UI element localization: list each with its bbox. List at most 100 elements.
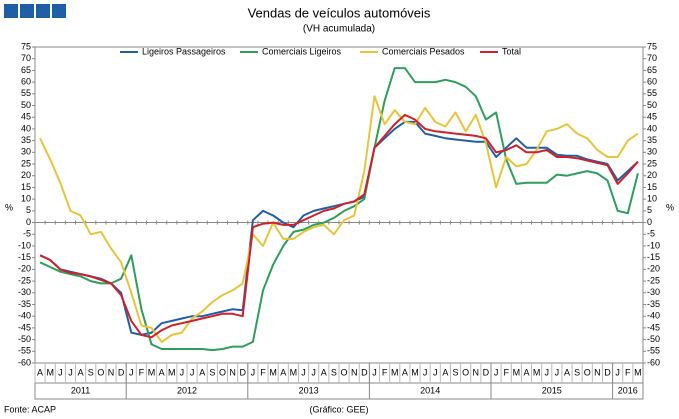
- y-axis-label: %: [5, 202, 13, 212]
- logo-square: [36, 4, 50, 18]
- y-tick-label: -15: [18, 252, 31, 262]
- y-tick-label: -50: [18, 334, 31, 344]
- y2-tick-label: -25: [647, 275, 660, 285]
- x-tick-label: M: [391, 367, 399, 377]
- x-tick-label: J: [544, 367, 549, 377]
- y2-tick-label: -50: [647, 334, 660, 344]
- y-tick-label: 30: [21, 147, 31, 157]
- y-tick-label: -25: [18, 275, 31, 285]
- y-tick-label: -10: [18, 240, 31, 250]
- legend-label: Ligeiros Passageiros: [142, 46, 226, 56]
- y-tick-label: 25: [21, 158, 31, 168]
- y-tick-label: 60: [21, 76, 31, 86]
- x-tick-label: N: [473, 367, 480, 377]
- x-tick-label: F: [625, 367, 631, 377]
- x-tick-label: J: [372, 367, 377, 377]
- x-tick-label: J: [180, 367, 185, 377]
- x-tick-label: D: [604, 367, 611, 377]
- x-tick-label: J: [555, 367, 560, 377]
- y2-tick-label: -20: [647, 264, 660, 274]
- x-tick-label: A: [280, 367, 286, 377]
- logo-square: [20, 4, 34, 18]
- x-tick-label: O: [97, 367, 104, 377]
- y2-tick-label: -30: [647, 287, 660, 297]
- y2-tick-label: 30: [647, 147, 657, 157]
- y2-tick-label: -10: [647, 240, 660, 250]
- x-tick-label: M: [513, 367, 521, 377]
- x-tick-label: A: [78, 367, 84, 377]
- series-line: [39, 113, 639, 339]
- y-tick-label: 35: [21, 135, 31, 145]
- x-tick-label: N: [351, 367, 358, 377]
- x-tick-label: S: [88, 367, 94, 377]
- y-tick-label: 55: [21, 88, 31, 98]
- y2-tick-label: 60: [647, 76, 657, 86]
- x-tick-label: M: [168, 367, 176, 377]
- legend-label: Comerciais Ligeiros: [262, 46, 342, 56]
- year-label: 2011: [71, 385, 90, 395]
- y-tick-label: -40: [18, 311, 31, 321]
- x-tick-label: M: [46, 367, 54, 377]
- year-label: 2013: [299, 385, 319, 395]
- x-tick-label: M: [533, 367, 541, 377]
- y-tick-label: -60: [18, 357, 31, 367]
- x-tick-label: S: [574, 367, 580, 377]
- logo-square: [4, 4, 18, 18]
- y2-tick-label: -55: [647, 346, 660, 356]
- logo-square: [52, 4, 66, 18]
- x-tick-label: D: [239, 367, 246, 377]
- legend-label: Comerciais Pesados: [382, 46, 465, 56]
- y2-tick-label: 25: [647, 158, 657, 168]
- x-tick-label: D: [361, 367, 368, 377]
- y2-tick-label: -40: [647, 311, 660, 321]
- x-tick-label: J: [190, 367, 195, 377]
- y-tick-label: 40: [21, 123, 31, 133]
- x-tick-label: D: [118, 367, 125, 377]
- x-tick-label: D: [483, 367, 490, 377]
- y-tick-label: 65: [21, 65, 31, 75]
- x-tick-label: S: [331, 367, 337, 377]
- y-tick-label: -35: [18, 299, 31, 309]
- series-line: [39, 67, 639, 352]
- y-tick-label: -20: [18, 264, 31, 274]
- y2-tick-label: 35: [647, 135, 657, 145]
- x-tick-label: J: [301, 367, 306, 377]
- x-tick-label: J: [615, 367, 620, 377]
- y2-tick-label: 65: [647, 65, 657, 75]
- y-tick-label: -45: [18, 322, 31, 332]
- x-tick-label: A: [402, 367, 408, 377]
- x-tick-label: N: [594, 367, 601, 377]
- x-tick-label: J: [251, 367, 256, 377]
- y2-tick-label: 45: [647, 112, 657, 122]
- x-tick-label: O: [462, 367, 469, 377]
- x-tick-label: A: [159, 367, 165, 377]
- x-tick-label: N: [229, 367, 236, 377]
- y-tick-label: 50: [21, 100, 31, 110]
- y2-tick-label: 40: [647, 123, 657, 133]
- y2-tick-label: 70: [647, 53, 657, 63]
- y2-tick-label: -45: [647, 322, 660, 332]
- y-tick-label: 45: [21, 112, 31, 122]
- x-tick-label: J: [311, 367, 316, 377]
- y-tick-label: -5: [23, 229, 31, 239]
- y-tick-label: -55: [18, 346, 31, 356]
- x-tick-label: S: [453, 367, 459, 377]
- y2-tick-label: -60: [647, 357, 660, 367]
- x-tick-label: M: [411, 367, 419, 377]
- year-label: 2015: [542, 385, 562, 395]
- y2-tick-label: -5: [647, 229, 655, 239]
- x-tick-label: N: [108, 367, 115, 377]
- x-tick-label: J: [433, 367, 438, 377]
- source: Fonte: ACAP: [4, 404, 56, 414]
- year-label: 2014: [420, 385, 440, 395]
- x-tick-label: M: [290, 367, 298, 377]
- x-tick-label: A: [321, 367, 327, 377]
- x-tick-label: J: [494, 367, 499, 377]
- y2-tick-label: 50: [647, 100, 657, 110]
- x-tick-label: F: [382, 367, 388, 377]
- chart-title: Vendas de veículos automóveis: [248, 5, 431, 20]
- y2-tick-label: 75: [647, 41, 657, 51]
- y2-axis-label: %: [666, 202, 674, 212]
- x-tick-label: M: [269, 367, 277, 377]
